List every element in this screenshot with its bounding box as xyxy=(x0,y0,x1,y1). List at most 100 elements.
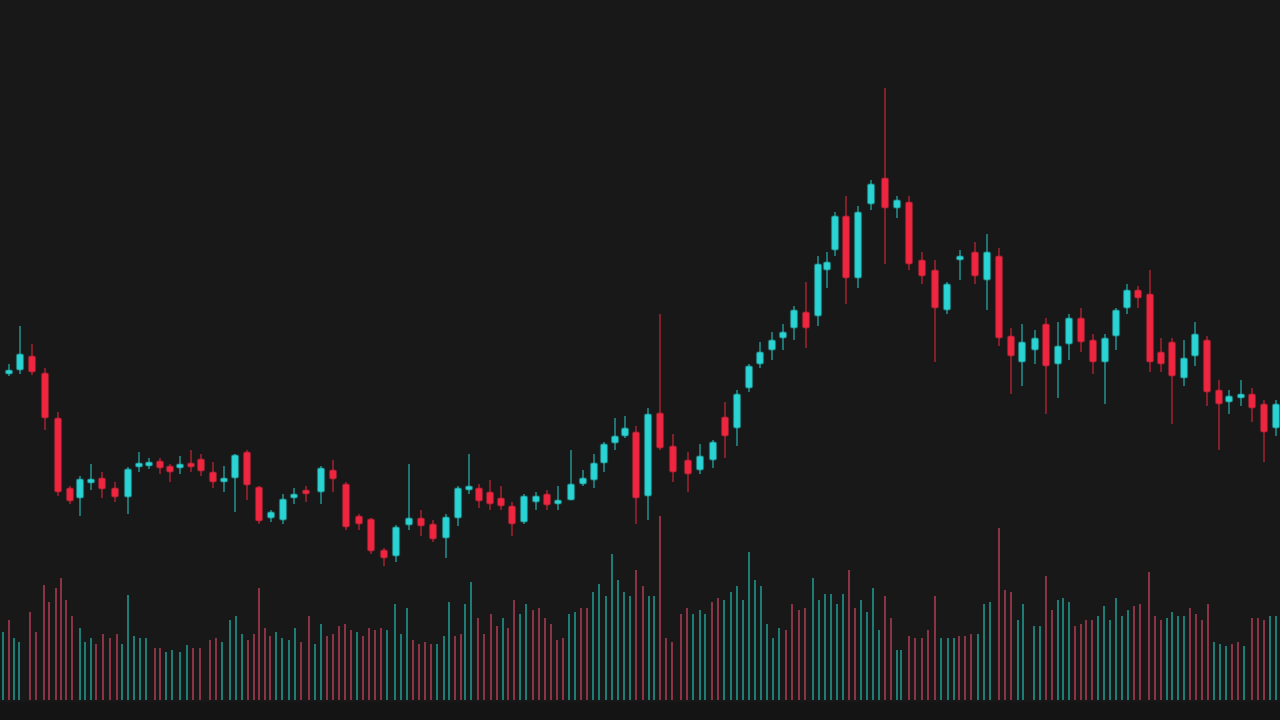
candle-up xyxy=(231,454,239,512)
volume-bar xyxy=(914,638,916,700)
volume-bar xyxy=(350,630,352,700)
volume-bar xyxy=(562,638,564,700)
volume-bar xyxy=(1225,646,1227,700)
candle-up xyxy=(600,442,608,472)
candle-body xyxy=(684,460,692,474)
volume-bar xyxy=(179,652,181,700)
candle-down xyxy=(1134,286,1142,308)
candle-body xyxy=(1260,404,1268,432)
volume-bar xyxy=(29,612,31,700)
volume-bar xyxy=(568,614,570,700)
candle-body xyxy=(135,463,143,467)
candle-down xyxy=(429,520,437,542)
volume-bar xyxy=(127,595,129,700)
candle-body xyxy=(156,461,164,468)
volume-bar xyxy=(269,636,271,700)
candle-up xyxy=(76,476,84,516)
volume-bar xyxy=(477,618,479,700)
volume-bar xyxy=(1213,642,1215,700)
candle-down xyxy=(721,402,729,458)
volume-bar xyxy=(1074,626,1076,700)
candle-up xyxy=(733,390,741,446)
candle-down xyxy=(802,282,810,348)
candle-body xyxy=(756,352,764,364)
candle-body xyxy=(76,479,84,498)
volume-bar xyxy=(294,628,296,700)
volume-bar xyxy=(165,652,167,700)
candle-up xyxy=(983,234,991,310)
candle-up xyxy=(1225,390,1233,414)
candle-body xyxy=(842,216,850,278)
volume-bar xyxy=(848,570,850,700)
candle-up xyxy=(554,486,562,510)
volume-bar xyxy=(192,648,194,700)
candle-down xyxy=(543,490,551,510)
candle-up xyxy=(267,510,275,522)
volume-bar xyxy=(671,642,673,700)
volume-bar xyxy=(424,642,426,700)
volume-bar xyxy=(18,642,20,700)
volume-bar xyxy=(642,586,644,700)
candle-body xyxy=(197,459,205,471)
candle-up xyxy=(1191,322,1199,366)
volume-bar xyxy=(927,630,929,700)
candle-up xyxy=(454,486,462,526)
volume-bar xyxy=(1177,616,1179,700)
candle-down xyxy=(41,368,49,430)
volume-bar xyxy=(538,608,540,700)
volume-bar xyxy=(502,618,504,700)
volume-bar xyxy=(824,594,826,700)
candle-body xyxy=(486,492,494,504)
candle-body xyxy=(802,312,810,328)
candle-body xyxy=(1077,318,1085,342)
candle-body xyxy=(1157,352,1165,364)
candle-up xyxy=(135,452,143,472)
volume-bar xyxy=(1022,604,1024,700)
volume-bar xyxy=(900,650,902,700)
candle-down xyxy=(355,514,363,530)
volume-bar xyxy=(43,585,45,700)
candle-body xyxy=(721,417,729,436)
candle-down xyxy=(475,484,483,508)
volume-bar xyxy=(1201,620,1203,700)
candle-up xyxy=(87,464,95,490)
candle-body xyxy=(124,469,132,497)
candle-body xyxy=(956,256,964,260)
candle-body xyxy=(520,496,528,522)
candle-down xyxy=(656,314,664,450)
volume-bar xyxy=(908,636,910,700)
candle-body xyxy=(508,506,516,524)
candle-up xyxy=(1031,330,1039,364)
candle-body xyxy=(1101,338,1109,362)
volume-bar xyxy=(1189,608,1191,700)
candle-up xyxy=(867,180,875,210)
volume-bar xyxy=(1219,644,1221,700)
volume-bar xyxy=(958,636,960,700)
volume-bar xyxy=(356,632,358,700)
candle-up xyxy=(1101,334,1109,404)
candle-body xyxy=(1180,358,1188,378)
candle-down xyxy=(1260,400,1268,462)
candle-body xyxy=(995,256,1003,338)
candle-down xyxy=(1168,338,1176,424)
volume-bar xyxy=(653,596,655,700)
candle-down xyxy=(1089,334,1097,374)
candle-body xyxy=(943,284,951,310)
candle-up xyxy=(621,416,629,438)
candle-down xyxy=(1157,338,1165,372)
candle-up xyxy=(532,492,540,510)
candle-body xyxy=(187,463,195,467)
volume-bar xyxy=(1068,602,1070,700)
candle-body xyxy=(1237,394,1245,398)
candle-down xyxy=(1248,388,1256,422)
volume-bar xyxy=(314,644,316,700)
bottom-strip xyxy=(0,702,1280,720)
candle-body xyxy=(611,436,619,443)
volume-bar xyxy=(1017,620,1019,700)
volume-bar xyxy=(605,596,607,700)
candle-body xyxy=(1007,336,1015,356)
candle-body xyxy=(429,524,437,539)
volume-bar xyxy=(519,614,521,700)
volume-bar xyxy=(1171,612,1173,700)
volume-bar xyxy=(71,616,73,700)
